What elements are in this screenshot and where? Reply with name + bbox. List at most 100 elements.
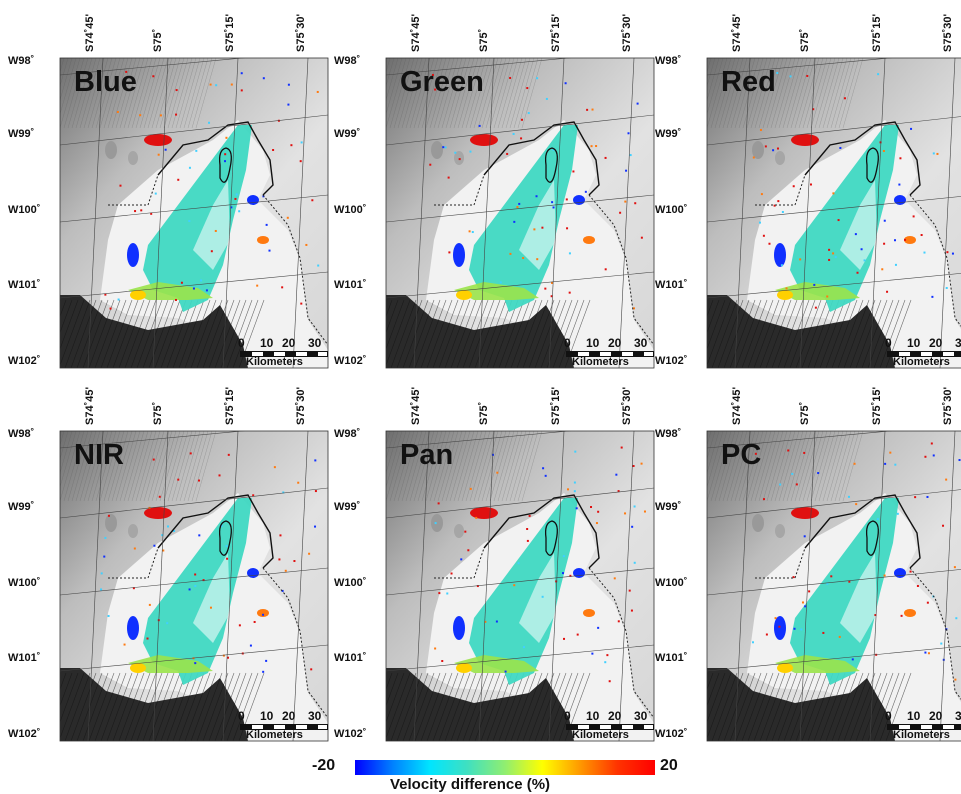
scale-unit-label: Kilometers: [246, 729, 303, 741]
scale-unit-label: Kilometers: [893, 356, 950, 368]
scale-tick-label: 10: [260, 336, 274, 350]
latitude-label: W99˚: [8, 501, 35, 513]
scale-tick-label: 0: [238, 336, 245, 350]
scale-tick-label: 30: [955, 709, 961, 723]
latitude-label: W100˚: [334, 577, 367, 589]
velocity-map: [706, 57, 961, 369]
longitude-label: S75˚15': [224, 13, 236, 52]
longitude-label: S75˚: [478, 401, 490, 425]
scale-tick-label: 20: [282, 709, 296, 723]
latitude-label: W99˚: [334, 128, 361, 140]
scale-tick-label: 20: [608, 336, 622, 350]
scale-tick-label: 10: [586, 336, 600, 350]
map-panel-nir: W98˚ W99˚ W100˚ W101˚ W102˚ S74˚45' S75˚ S75˚15…: [8, 373, 338, 745]
latitude-label: W98˚: [334, 55, 361, 67]
longitude-label: S75˚15': [550, 386, 562, 425]
scale-bar-segments: [566, 351, 654, 357]
latitude-label: W100˚: [8, 577, 41, 589]
colorbar-min-label: -20: [312, 757, 336, 774]
latitude-label: W99˚: [8, 128, 35, 140]
longitude-label: S75˚: [799, 28, 811, 52]
longitude-label: S74˚45': [410, 386, 422, 425]
scale-tick-label: 0: [564, 336, 571, 350]
map-panel-red: W98˚ W99˚ W100˚ W101˚ W102˚ S74˚45' S75˚ S75˚15…: [655, 0, 961, 372]
longitude-label: S75˚: [152, 28, 164, 52]
latitude-label: W98˚: [655, 55, 682, 67]
scale-bar: 0 10 20 30 Kilometers: [238, 709, 333, 741]
scale-tick-label: 30: [308, 336, 322, 350]
scale-bar: 0 10 20 30 Kilometers: [238, 336, 333, 368]
scale-tick-label: 30: [634, 709, 648, 723]
colorbar-gradient: [355, 760, 655, 775]
scale-bar-segments: [887, 724, 961, 730]
longitude-label: S74˚45': [84, 386, 96, 425]
map-panel-pan: W98˚ W99˚ W100˚ W101˚ W102˚ S74˚45' S75˚ S75˚15…: [334, 373, 664, 745]
longitude-label: S74˚45': [410, 13, 422, 52]
scale-tick-label: 0: [885, 709, 892, 723]
band-name-label: NIR: [74, 439, 124, 471]
longitude-label: S74˚45': [731, 13, 743, 52]
latitude-label: W98˚: [8, 428, 35, 440]
band-name-label: PC: [721, 439, 762, 471]
scale-tick-label: 10: [586, 709, 600, 723]
scale-tick-label: 20: [929, 336, 943, 350]
latitude-label: W101˚: [8, 279, 41, 291]
scale-unit-label: Kilometers: [572, 356, 629, 368]
scale-bar: 0 10 20 30 Kilometers: [564, 709, 659, 741]
scale-tick-label: 0: [885, 336, 892, 350]
longitude-label: S75˚15': [871, 386, 883, 425]
band-name-label: Red: [721, 66, 776, 98]
latitude-label: W98˚: [334, 428, 361, 440]
scale-tick-label: 20: [929, 709, 943, 723]
latitude-label: W102˚: [655, 728, 688, 740]
velocity-map: [59, 430, 329, 742]
longitude-label: S75˚15': [224, 386, 236, 425]
colorbar-title: Velocity difference (%): [390, 776, 551, 793]
latitude-label: W101˚: [8, 652, 41, 664]
latitude-label: W99˚: [655, 128, 682, 140]
velocity-map: [385, 430, 655, 742]
map-panel-green: W98˚ W99˚ W100˚ W101˚ W102˚ S74˚45' S75˚ S75˚15…: [334, 0, 664, 372]
scale-tick-label: 10: [260, 709, 274, 723]
latitude-label: W101˚: [655, 279, 688, 291]
longitude-label: S75˚15': [871, 13, 883, 52]
scale-bar: 0 10 20 30 Kilometers: [885, 709, 961, 741]
latitude-label: W100˚: [334, 204, 367, 216]
longitude-label: S74˚45': [84, 13, 96, 52]
latitude-label: W99˚: [655, 501, 682, 513]
longitude-label: S75˚15': [550, 13, 562, 52]
scale-unit-label: Kilometers: [572, 729, 629, 741]
velocity-map: [385, 57, 655, 369]
latitude-label: W100˚: [655, 577, 688, 589]
scale-tick-label: 10: [907, 336, 921, 350]
longitude-label: S75˚: [152, 401, 164, 425]
scale-tick-label: 30: [308, 709, 322, 723]
map-panel-pc: W98˚ W99˚ W100˚ W101˚ W102˚ S74˚45' S75˚ S75˚15…: [655, 373, 961, 745]
latitude-label: W101˚: [334, 279, 367, 291]
scale-tick-label: 0: [238, 709, 245, 723]
scale-tick-label: 20: [608, 709, 622, 723]
band-name-label: Blue: [74, 66, 137, 98]
longitude-label: S75˚30': [942, 386, 954, 425]
latitude-label: W101˚: [655, 652, 688, 664]
latitude-label: W100˚: [8, 204, 41, 216]
colorbar-max-label: 20: [660, 757, 678, 774]
longitude-label: S75˚30': [621, 13, 633, 52]
latitude-label: W102˚: [655, 355, 688, 367]
longitude-label: S75˚30': [295, 13, 307, 52]
scale-bar-segments: [887, 351, 961, 357]
latitude-label: W100˚: [655, 204, 688, 216]
band-name-label: Green: [400, 66, 484, 98]
scale-unit-label: Kilometers: [246, 356, 303, 368]
band-name-label: Pan: [400, 439, 454, 471]
scale-bar-segments: [240, 351, 328, 357]
longitude-label: S75˚: [799, 401, 811, 425]
scale-bar-segments: [566, 724, 654, 730]
latitude-label: W98˚: [8, 55, 35, 67]
scale-tick-label: 10: [907, 709, 921, 723]
scale-tick-label: 20: [282, 336, 296, 350]
longitude-label: S75˚30': [942, 13, 954, 52]
scale-bar-segments: [240, 724, 328, 730]
longitude-label: S75˚30': [621, 386, 633, 425]
scale-bar: 0 10 20 30 Kilometers: [564, 336, 659, 368]
